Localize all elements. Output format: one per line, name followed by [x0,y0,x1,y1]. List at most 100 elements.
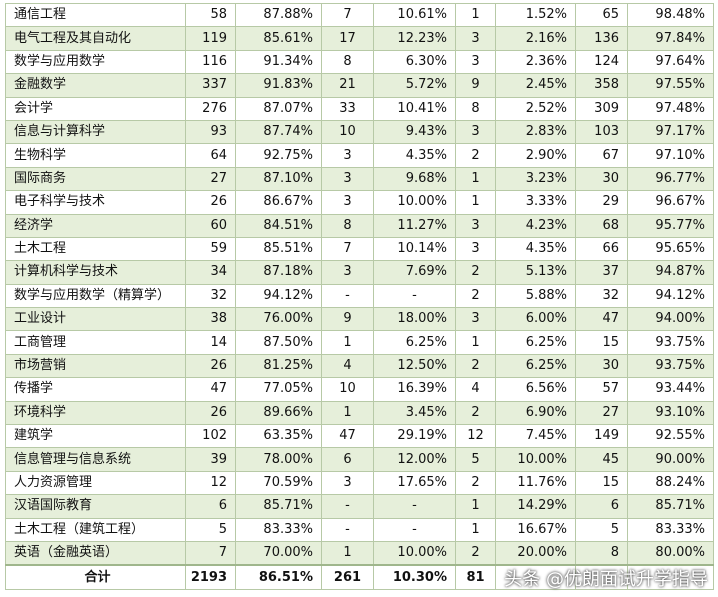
cell-p4: 95.77% [627,213,714,238]
cell-p3: 3.33% [495,190,576,215]
cell-p4: 92.55% [627,424,714,449]
cell-c1: 276 [185,96,236,121]
cell-p2: 18.00% [373,307,456,332]
cell-c3: 1 [455,2,496,28]
cell-c1: 26 [185,400,236,426]
total-c1: 2193 [185,564,236,590]
cell-p3: 5.13% [495,260,576,285]
cell-p1: 81.25% [235,353,322,379]
cell-p3: 6.25% [495,330,576,355]
cell-c2: 6 [321,447,374,472]
table-row: 金融数学 337 91.83% 21 5.72% 9 2.45% 358 97.55% [5,73,714,98]
table-row: 英语（金融英语） 7 70.00% 1 10.00% 2 20.00% 8 80.00% [5,540,714,566]
table-row: 电子科学与技术 26 86.67% 3 10.00% 1 3.33% 29 96.67% [5,190,714,215]
cell-p3: 2.45% [495,73,576,98]
cell-name: 工商管理 [5,330,186,355]
cell-p1: 70.59% [235,470,322,496]
cell-p1: 87.50% [235,330,322,355]
cell-c3: 3 [455,49,496,75]
cell-p4: 93.10% [627,400,714,426]
cell-p3: 6.00% [495,307,576,332]
cell-name: 生物科学 [5,143,186,168]
table-row: 土木工程 59 85.51% 7 10.14% 3 4.35% 66 95.65% [5,236,714,262]
cell-p1: 87.18% [235,260,322,285]
cell-c1: 116 [185,49,236,75]
cell-p3: 1.52% [495,2,576,28]
cell-c4: 15 [575,330,628,355]
cell-c4: 57 [575,377,628,402]
cell-p1: 91.83% [235,73,322,98]
total-c3: 81 [455,564,496,590]
cell-c3: 1 [455,166,496,192]
cell-p2: 29.19% [373,424,456,449]
cell-name: 环境科学 [5,400,186,426]
watermark: 头条 @优朗面试升学指导 [504,569,708,590]
table-row: 工商管理 14 87.50% 1 6.25% 1 6.25% 15 93.75% [5,330,714,355]
cell-c2: 7 [321,236,374,262]
cell-c3: 1 [455,190,496,215]
total-p1: 86.51% [235,564,322,590]
total-p3 [495,564,576,590]
cell-p1: 77.05% [235,377,322,402]
cell-p2: 10.41% [373,96,456,121]
cell-p1: 85.71% [235,494,322,519]
cell-p3: 2.36% [495,49,576,75]
cell-p4: 97.17% [627,119,714,145]
cell-name: 汉语国际教育 [5,494,186,519]
cell-p3: 5.88% [495,283,576,309]
cell-name: 金融数学 [5,73,186,98]
cell-p2: 5.72% [373,73,456,98]
cell-c3: 3 [455,119,496,145]
cell-p1: 78.00% [235,447,322,472]
cell-c4: 124 [575,49,628,75]
table-row: 国际商务 27 87.10% 3 9.68% 1 3.23% 30 96.77% [5,166,714,192]
table-row: 市场营销 26 81.25% 4 12.50% 2 6.25% 30 93.75% [5,353,714,379]
table-row: 工业设计 38 76.00% 9 18.00% 3 6.00% 47 94.00% [5,307,714,332]
cell-c1: 337 [185,73,236,98]
cell-p4: 97.84% [627,26,714,51]
cell-p3: 6.56% [495,377,576,402]
cell-c3: 3 [455,213,496,238]
cell-c3: 3 [455,26,496,51]
cell-p4: 95.65% [627,236,714,262]
cell-c2: 8 [321,213,374,238]
cell-p1: 76.00% [235,307,322,332]
total-row: 合计 2193 86.51% 261 10.30% 81 [5,564,714,590]
cell-c2: 3 [321,470,374,496]
cell-c1: 60 [185,213,236,238]
cell-c3: 2 [455,470,496,496]
cell-c2: 10 [321,119,374,145]
cell-c2: 7 [321,2,374,28]
table-row: 通信工程 58 87.88% 7 10.61% 1 1.52% 65 98.48% [5,2,714,28]
cell-p4: 94.12% [627,283,714,309]
cell-name: 数学与应用数学（精算学） [5,283,186,309]
cell-c4: 37 [575,260,628,285]
cell-p2: 16.39% [373,377,456,402]
cell-c2: 8 [321,49,374,75]
cell-c2: 33 [321,96,374,121]
cell-p3: 16.67% [495,517,576,542]
employment-table: 通信工程 58 87.88% 7 10.61% 1 1.52% 65 98.48% 电气工程及其自… [5,2,714,590]
cell-c1: 34 [185,260,236,285]
cell-p4: 94.87% [627,260,714,285]
cell-name: 会计学 [5,96,186,121]
table-row: 传播学 47 77.05% 10 16.39% 4 6.56% 57 93.44% [5,377,714,402]
cell-p3: 14.29% [495,494,576,519]
cell-c3: 3 [455,307,496,332]
cell-c3: 2 [455,353,496,379]
cell-c1: 32 [185,283,236,309]
cell-p3: 11.76% [495,470,576,496]
cell-c1: 38 [185,307,236,332]
cell-c3: 8 [455,96,496,121]
cell-c1: 47 [185,377,236,402]
cell-p3: 2.52% [495,96,576,121]
cell-c4: 47 [575,307,628,332]
cell-c4: 103 [575,119,628,145]
cell-c1: 39 [185,447,236,472]
table-row: 汉语国际教育 6 85.71% - -1 14.29% 6 85.71% [5,494,714,519]
cell-c4: 149 [575,424,628,449]
total-p2: 10.30% [373,564,456,590]
cell-p4: 97.48% [627,96,714,121]
table-row: 信息与计算科学 93 87.74% 10 9.43% 3 2.83% 103 97.17% [5,119,714,145]
cell-c3: 2 [455,283,496,309]
